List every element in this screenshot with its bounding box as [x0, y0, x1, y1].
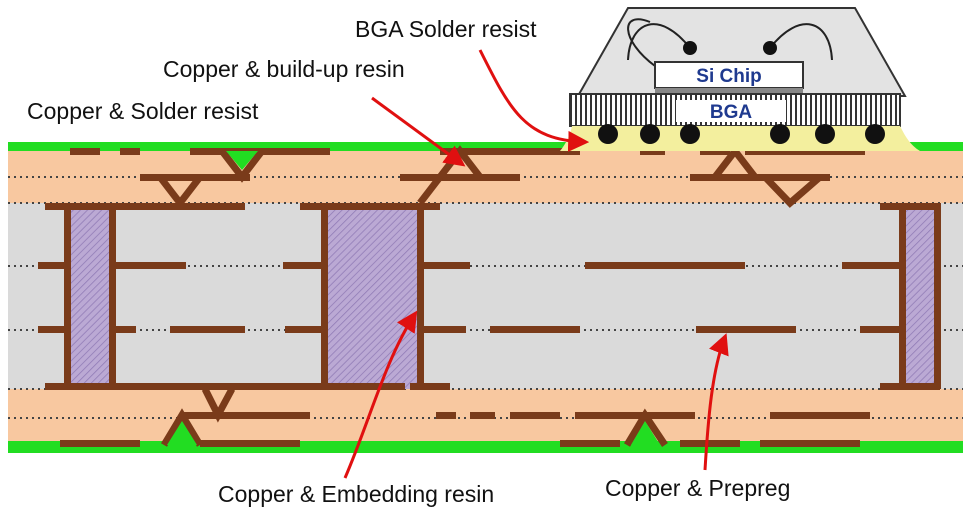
bga-label-box	[676, 100, 786, 122]
label-copper-embedding-resin: Copper & Embedding resin	[218, 481, 494, 507]
arrow-copper-buildup-resin	[371, 96, 466, 167]
arrow-bga-solder-resist	[478, 49, 590, 152]
embedding-resin-fill	[905, 203, 935, 389]
si-chip	[654, 61, 804, 89]
label-copper-solder-resist: Copper & Solder resist	[27, 98, 259, 124]
via-solder-resist-fill	[167, 151, 660, 445]
si-chip-label: Si Chip	[696, 66, 761, 87]
bga-label: BGA	[710, 102, 753, 123]
label-bga-solder-resist: BGA Solder resist	[355, 16, 537, 42]
label-copper-prepreg: Copper & Prepreg	[605, 475, 790, 501]
board-layers	[8, 142, 963, 453]
bga-package: Si Chip BGA	[560, 7, 920, 151]
core-layer	[8, 203, 963, 389]
embedding-resin-fill	[327, 203, 419, 389]
arrow-copper-prepreg	[703, 333, 729, 471]
arrow-copper-embedding-resin	[343, 310, 418, 479]
callout-arrows	[343, 49, 729, 479]
die-attach	[655, 88, 803, 94]
solder-balls	[598, 124, 885, 144]
through-hole-vias	[64, 203, 941, 389]
label-copper-buildup-resin: Copper & build-up resin	[163, 56, 405, 82]
embedding-resin-fill	[70, 203, 110, 389]
copper-traces	[38, 148, 940, 447]
